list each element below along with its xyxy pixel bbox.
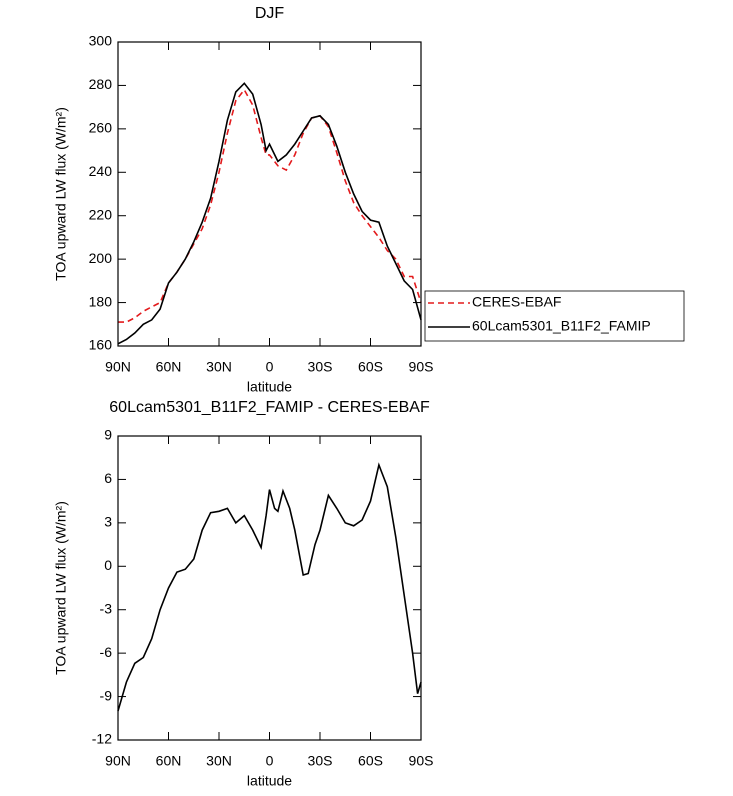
y-tick-label: 0	[104, 557, 112, 573]
y-tick-label: 280	[89, 76, 113, 92]
panel: 60Lcam5301_B11F2_FAMIP - CERES-EBAF -12 -9…	[53, 399, 434, 788]
x-tick-label: 30N	[206, 753, 232, 769]
x-tick-label: 90N	[105, 753, 131, 769]
y-tick-label: -6	[100, 644, 113, 660]
y-tick-label: 240	[89, 163, 113, 179]
chart-title: 60Lcam5301_B11F2_FAMIP - CERES-EBAF	[109, 399, 430, 416]
y-tick-label: 9	[104, 427, 112, 443]
y-tick-label: 180	[89, 293, 113, 309]
series-line	[118, 88, 422, 323]
y-tick-label: 200	[89, 250, 113, 266]
y-axis-label: TOA upward LW flux (W/m²)	[53, 107, 69, 281]
x-axis-label: latitude	[247, 773, 292, 789]
series-line	[117, 82, 422, 345]
x-tick-label: 60S	[358, 359, 383, 375]
x-tick-label: 30S	[308, 359, 333, 375]
x-tick-label: 90N	[105, 359, 131, 375]
panel: DJF 160 180 200 220 240 260 280 300 90N 60N 30N 0 30S…	[53, 5, 685, 395]
x-tick-label: 60N	[156, 359, 182, 375]
x-tick-label: 0	[266, 359, 274, 375]
y-tick-label: -3	[100, 600, 113, 616]
x-tick-label: 60S	[358, 753, 383, 769]
y-tick-label: -9	[100, 687, 113, 703]
legend-box	[424, 290, 685, 342]
legend-label: CERES-EBAF	[472, 294, 561, 310]
x-tick-label: 30N	[206, 359, 232, 375]
y-tick-label: 160	[89, 337, 113, 353]
x-tick-label: 90S	[409, 359, 434, 375]
y-tick-label: 260	[89, 120, 113, 136]
legend-label: 60Lcam5301_B11F2_FAMIP	[472, 318, 651, 334]
chart-title: DJF	[255, 5, 285, 22]
y-tick-label: 3	[104, 514, 112, 530]
x-tick-label: 60N	[156, 753, 182, 769]
y-axis-label: TOA upward LW flux (W/m²)	[53, 501, 69, 675]
x-tick-label: 30S	[308, 753, 333, 769]
x-tick-label: 90S	[409, 753, 434, 769]
y-tick-label: -12	[92, 731, 112, 747]
y-tick-label: 300	[89, 33, 113, 49]
x-tick-label: 0	[266, 753, 274, 769]
series-line	[117, 462, 422, 712]
y-tick-label: 6	[104, 470, 112, 486]
y-tick-label: 220	[89, 206, 113, 222]
x-axis-label: latitude	[247, 379, 292, 395]
